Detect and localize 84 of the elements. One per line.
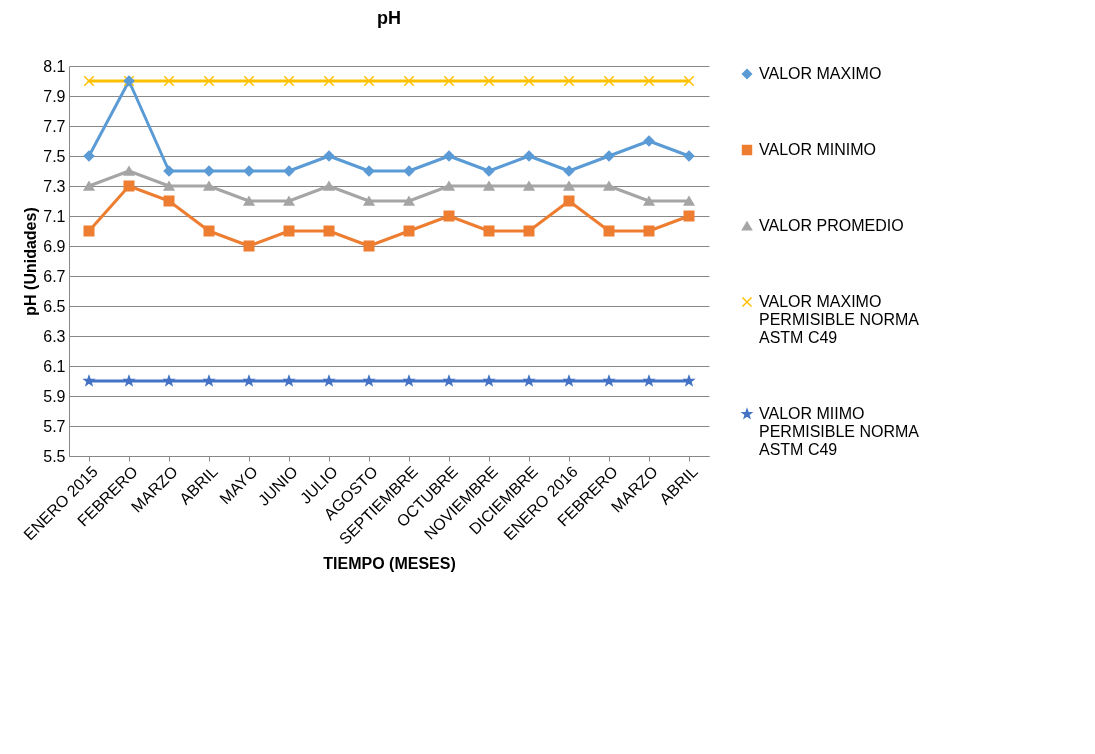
point xyxy=(643,196,655,206)
point xyxy=(523,150,535,162)
point xyxy=(323,375,335,386)
y-tick-label: 5.5 xyxy=(43,447,66,465)
point xyxy=(683,375,695,386)
point xyxy=(443,375,455,386)
point xyxy=(403,196,415,206)
point xyxy=(563,181,575,191)
y-tick-label: 6.5 xyxy=(43,297,66,315)
point xyxy=(643,75,655,87)
legend-label: VALOR MINIMO xyxy=(759,141,877,158)
y-tick-label: 7.3 xyxy=(43,177,66,195)
point xyxy=(443,150,455,162)
point xyxy=(403,375,415,386)
y-tick-label: 7.7 xyxy=(43,117,66,135)
point xyxy=(283,165,295,177)
y-tick-label: 8.1 xyxy=(43,57,66,75)
point xyxy=(643,135,655,147)
chart-title: pH xyxy=(377,8,401,28)
point xyxy=(563,375,575,386)
point xyxy=(363,375,375,386)
y-tick-label: 6.3 xyxy=(43,327,66,345)
point xyxy=(243,375,255,386)
point xyxy=(523,181,535,191)
y-tick-label: 6.9 xyxy=(43,237,66,255)
point xyxy=(443,181,455,191)
point xyxy=(83,375,95,386)
point xyxy=(323,75,335,87)
point xyxy=(123,375,135,386)
point xyxy=(203,165,215,177)
point xyxy=(83,181,95,191)
point xyxy=(283,75,295,87)
point xyxy=(603,181,615,191)
point xyxy=(163,75,175,87)
y-tick-label: 7.5 xyxy=(43,147,66,165)
point xyxy=(123,166,135,176)
point xyxy=(203,181,215,191)
x-axis-title: TIEMPO (MESES) xyxy=(323,554,456,572)
point xyxy=(203,375,215,386)
legend-label: VALOR MAXIMO xyxy=(759,65,882,82)
point xyxy=(523,75,535,87)
point xyxy=(603,375,615,386)
point xyxy=(163,375,175,386)
point xyxy=(323,150,335,162)
legend-label: VALOR PROMEDIO xyxy=(759,217,904,234)
point xyxy=(683,150,695,162)
point xyxy=(443,75,455,87)
y-tick-label: 7.9 xyxy=(43,87,66,105)
point xyxy=(243,75,255,87)
point xyxy=(163,181,175,191)
point xyxy=(683,75,695,87)
point xyxy=(243,165,255,177)
point xyxy=(283,375,295,386)
point xyxy=(603,150,615,162)
point xyxy=(363,196,375,206)
legend-label: VALOR MAXIMO PERMISIBLE NORMA ASTM C49 xyxy=(759,293,920,346)
point xyxy=(203,75,215,87)
point xyxy=(83,75,95,87)
y-axis-title: pH (Unidades) xyxy=(22,207,40,316)
point xyxy=(283,196,295,206)
point xyxy=(403,165,415,177)
point xyxy=(243,196,255,206)
point xyxy=(523,375,535,386)
point xyxy=(363,165,375,177)
point xyxy=(563,165,575,177)
point xyxy=(83,150,95,162)
point xyxy=(483,375,495,386)
point xyxy=(483,181,495,191)
y-tick-label: 7.1 xyxy=(43,207,66,225)
point xyxy=(483,75,495,87)
legend-label: VALOR MIIMO PERMISIBLE NORMA ASTM C49 xyxy=(759,405,920,458)
point xyxy=(683,196,695,206)
y-tick-label: 5.9 xyxy=(43,387,66,405)
y-tick-label: 5.7 xyxy=(43,417,66,435)
point xyxy=(363,75,375,87)
y-tick-label: 6.1 xyxy=(43,357,66,375)
point xyxy=(563,75,575,87)
point xyxy=(403,75,415,87)
point xyxy=(483,165,495,177)
point xyxy=(163,165,175,177)
point xyxy=(603,75,615,87)
point xyxy=(323,181,335,191)
y-tick-label: 6.7 xyxy=(43,267,66,285)
point xyxy=(643,375,655,386)
